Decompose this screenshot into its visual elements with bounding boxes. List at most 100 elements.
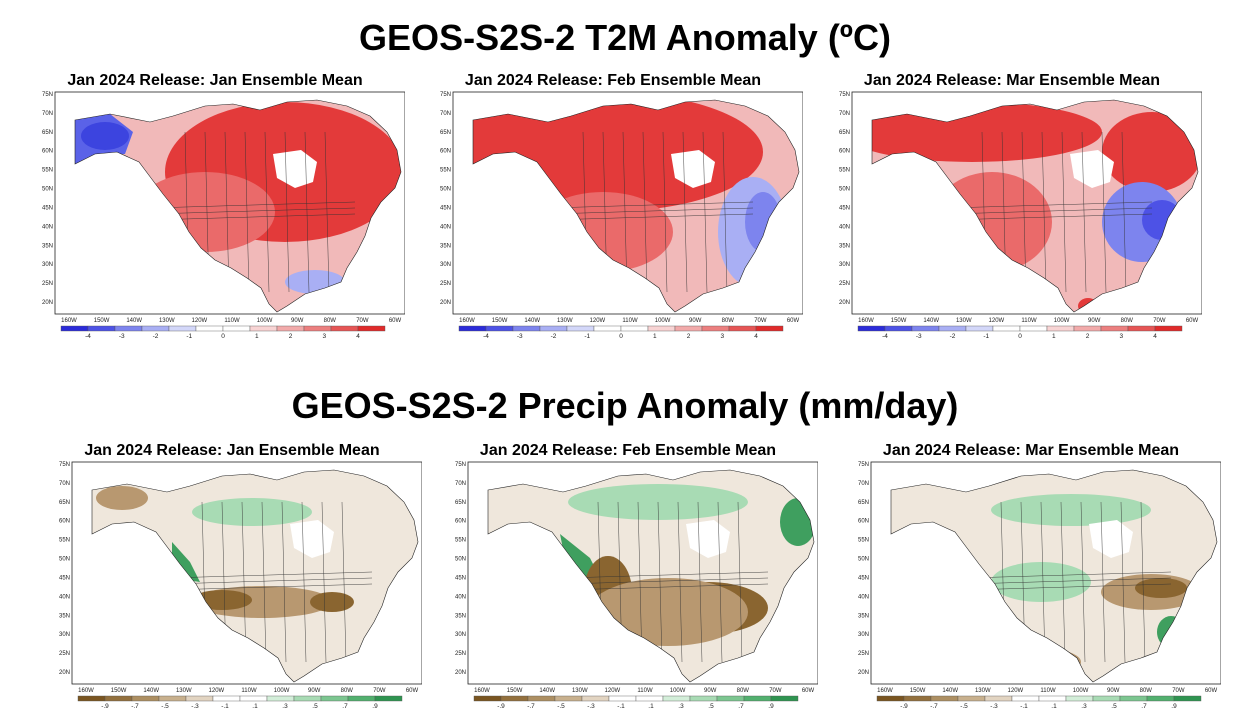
colorbar-tick-label: -2	[950, 333, 956, 340]
colorbar-tick-label: -.5	[161, 703, 169, 710]
longitude-label: 150W	[492, 318, 508, 324]
colorbar-tick-label: -.7	[527, 703, 535, 710]
latitude-label: 45N	[42, 205, 53, 211]
colorbar-tick-label: -3	[517, 333, 523, 340]
latitude-label: 20N	[839, 300, 850, 306]
colorbar-segment	[1073, 325, 1102, 332]
colorbar-segment	[374, 695, 403, 702]
t2m-mar-map: 75N70N65N60N55N50N45N40N35N30N25N20N160W…	[839, 91, 1203, 340]
colorbar-tick-label: -4	[882, 333, 888, 340]
latitude-label: 70N	[440, 111, 451, 117]
colorbar-segment	[716, 695, 745, 702]
latitude-label: 45N	[455, 575, 466, 581]
latitude-label: 30N	[839, 262, 850, 268]
colorbar-segment	[212, 695, 241, 702]
colorbar-segment	[195, 325, 224, 332]
colorbar-segment	[114, 325, 143, 332]
longitude-label: 80W	[1121, 318, 1134, 324]
latitude-label: 30N	[59, 632, 70, 638]
colorbar-tick-label: -.7	[930, 703, 938, 710]
colorbar-segment	[303, 325, 332, 332]
colorbar-tick-label: -.9	[900, 703, 908, 710]
longitude-label: 60W	[1186, 318, 1199, 324]
colorbar-tick-label: -.3	[191, 703, 199, 710]
colorbar-segment	[674, 325, 703, 332]
political-boundaries	[548, 131, 754, 293]
map-frame: 75N 70N 65N 60N 55N 50N 45N 40N 35N 30N 25N 20N 160W…	[423, 90, 804, 347]
precip-panel-jan: Jan 2024 Release: Jan Ensemble Mean 75N 7…	[42, 442, 423, 712]
longitude-label: 100W	[1073, 688, 1089, 694]
colorbar-tick-label: -4	[85, 333, 91, 340]
colorbar-segment	[131, 695, 160, 702]
colorbar-tick-label: -2	[153, 333, 159, 340]
colorbar-tick-label: .3	[1081, 703, 1087, 710]
latitude-label: 20N	[42, 300, 53, 306]
anomaly-field	[92, 470, 418, 682]
longitude-label: 70W	[356, 318, 369, 324]
longitude-label: 130W	[956, 318, 972, 324]
colorbar-segment	[539, 325, 568, 332]
colorbar-tick-label: 2	[1086, 333, 1090, 340]
colorbar-segment	[276, 325, 305, 332]
colorbar-segment	[1119, 695, 1148, 702]
colorbar-segment	[662, 695, 691, 702]
latitude-label: 40N	[455, 594, 466, 600]
panel-title: Jan 2024 Release: Feb Ensemble Mean	[479, 442, 777, 459]
colorbar-tick-label: -.3	[587, 703, 595, 710]
colorbar-tick-label: -.1	[1020, 703, 1028, 710]
longitude-label: 150W	[111, 688, 127, 694]
colorbar-segment	[527, 695, 556, 702]
latitude-label: 35N	[440, 243, 451, 249]
longitude-label: 110W	[224, 318, 240, 324]
colorbar-segment	[635, 695, 664, 702]
latitude-label: 40N	[59, 594, 70, 600]
colorbar-segment	[1092, 695, 1121, 702]
colorbar-segment	[938, 325, 967, 332]
latitude-label: 25N	[440, 281, 451, 287]
longitude-label: 140W	[539, 688, 555, 694]
colorbar-segment	[330, 325, 359, 332]
latitude-label: 45N	[858, 575, 869, 581]
colorbar-segment	[647, 325, 676, 332]
colorbar-tick-label: 1	[1052, 333, 1056, 340]
colorbar-tick-label: .3	[678, 703, 684, 710]
colorbar-segment	[185, 695, 214, 702]
precip-section-title: GEOS-S2S-2 Precip Anomaly (mm/day)	[291, 385, 959, 426]
longitude-label: 110W	[622, 318, 638, 324]
colorbar-segment	[581, 695, 610, 702]
longitude-label: 70W	[769, 688, 782, 694]
latitude-label: 65N	[59, 500, 70, 506]
colorbar-segment	[158, 695, 187, 702]
latitude-label: 70N	[59, 481, 70, 487]
colorbar-segment	[249, 325, 278, 332]
colorbar-tick-label: .9	[1171, 703, 1177, 710]
latitude-label: 35N	[455, 613, 466, 619]
colorbar-segment	[992, 325, 1021, 332]
latitude-label: 75N	[59, 462, 70, 468]
latitude-label: 75N	[42, 92, 53, 98]
latitude-label: 25N	[839, 281, 850, 287]
latitude-label: 70N	[42, 111, 53, 117]
colorbar-tick-label: 1	[653, 333, 657, 340]
longitude-label: 150W	[891, 318, 907, 324]
colorbar-tick-label: .1	[648, 703, 654, 710]
longitude-label: 70W	[373, 688, 386, 694]
longitude-label: 110W	[637, 688, 653, 694]
longitude-label: 70W	[754, 318, 767, 324]
longitude-label: 140W	[126, 318, 142, 324]
colorbar-segment	[168, 325, 197, 332]
colorbar-tick-label: .3	[282, 703, 288, 710]
latitude-label: 20N	[858, 670, 869, 676]
longitude-label: 90W	[1088, 318, 1101, 324]
longitude-label: 130W	[557, 318, 573, 324]
precip-mar-map: 75N 70N 65N 60N 55N 50N 45N 40N 35N 30N 25N 20N 160W…	[858, 461, 1222, 710]
map-frame: 75N 70N 65N 60N 55N 50N 45N 40N 35N 30N 25N 20N 160W…	[822, 90, 1203, 347]
latitude-label: 60N	[858, 519, 869, 525]
coastline	[871, 99, 1199, 313]
colorbar-segment	[566, 325, 595, 332]
colorbar-tick-label: -2	[551, 333, 557, 340]
colorbar-segment	[728, 325, 757, 332]
latitude-label: 75N	[455, 462, 466, 468]
longitude-label: 140W	[923, 318, 939, 324]
colorbar-tick-label: .7	[1141, 703, 1147, 710]
